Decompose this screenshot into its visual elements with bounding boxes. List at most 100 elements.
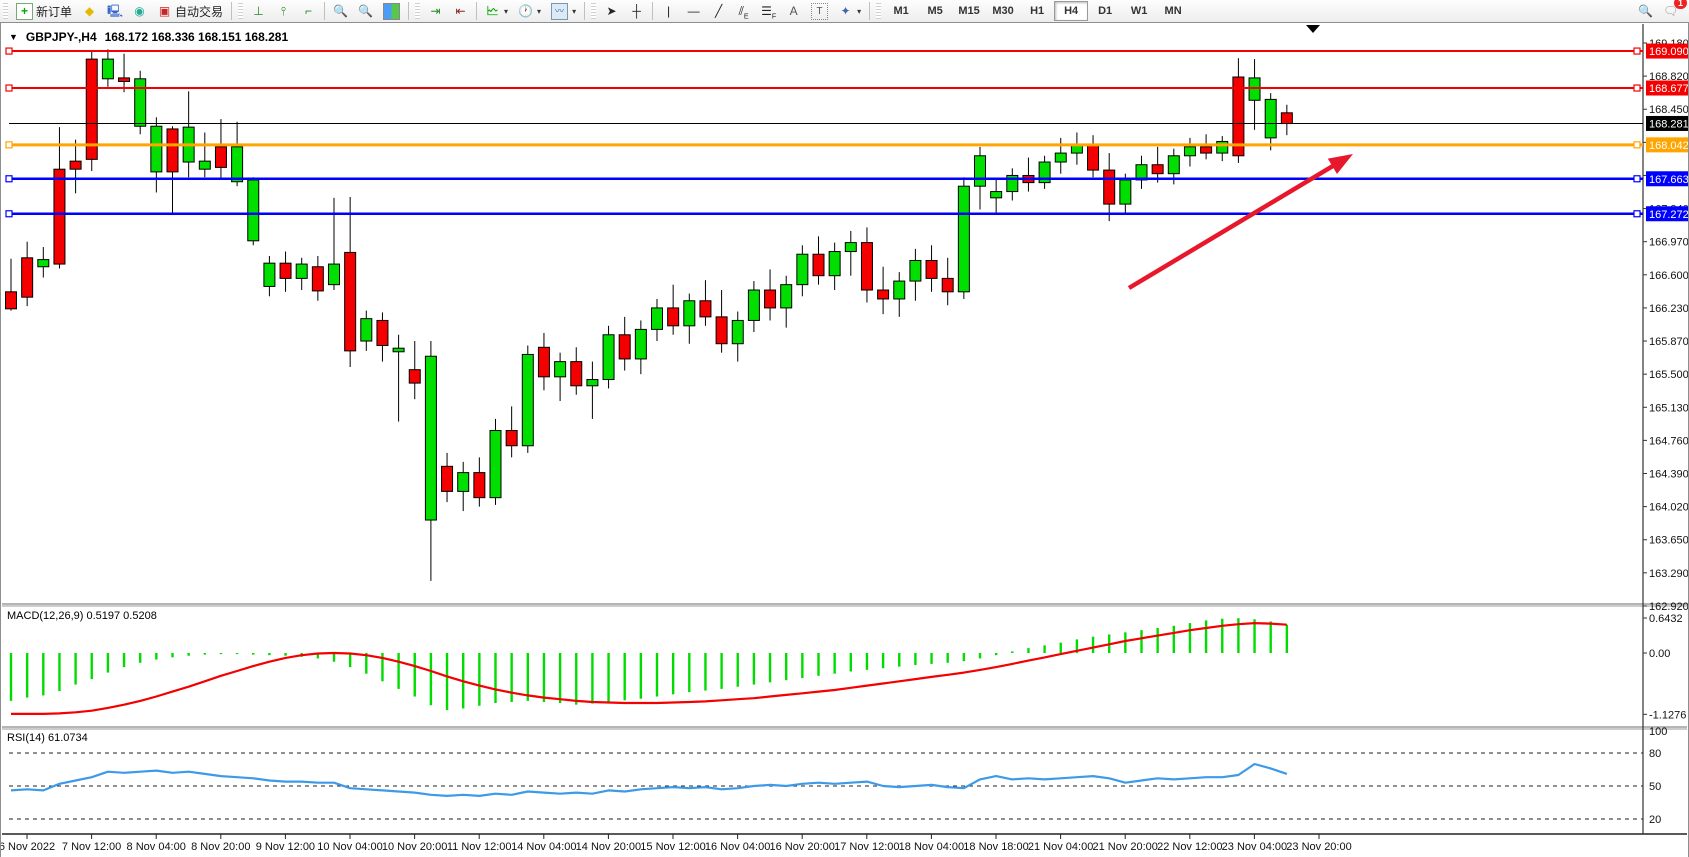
candle-bearish: [1200, 146, 1213, 154]
templates-button[interactable]: 〰 ▾: [546, 0, 581, 22]
candle-bearish: [570, 361, 583, 387]
market-watch-button[interactable]: ◉: [127, 0, 152, 22]
candle-bearish: [473, 472, 486, 499]
candle-bullish: [909, 259, 922, 282]
crosshair-button[interactable]: ┼: [624, 0, 649, 22]
hline-pivot[interactable]: [5, 141, 1643, 149]
svg-text:6 Nov 2022: 6 Nov 2022: [1, 841, 55, 853]
candle-bearish: [118, 77, 131, 82]
candle-bullish: [1264, 98, 1277, 139]
chart-surface[interactable]: 169.180168.820168.450168.080167.710167.3…: [1, 23, 1688, 857]
chart-shift-button[interactable]: ⇥: [423, 0, 448, 22]
crosshair-icon: ┼: [632, 3, 641, 18]
auto-trading-label: 自动交易: [175, 4, 224, 19]
candle-bearish: [21, 257, 34, 298]
svg-text:23 Nov 20:00: 23 Nov 20:00: [1286, 841, 1351, 853]
svg-text:50: 50: [1649, 781, 1661, 793]
chart-shift-marker[interactable]: [1306, 25, 1320, 33]
vertical-line-button[interactable]: |: [656, 0, 681, 22]
line-anchor[interactable]: [5, 210, 13, 218]
candlestick-chart-icon: ⫯: [280, 3, 287, 18]
toolbar-grip[interactable]: [3, 3, 8, 19]
line-chart-button[interactable]: ⌐: [296, 0, 321, 22]
tile-windows-icon: [383, 2, 401, 20]
new-order-button[interactable]: + 新订单: [11, 0, 77, 22]
line-anchor[interactable]: [5, 141, 13, 149]
timeframe-button-M15[interactable]: M15: [958, 5, 980, 17]
candle-bullish: [634, 328, 647, 360]
svg-text:100: 100: [1649, 726, 1667, 738]
label-tool-button[interactable]: T: [806, 0, 833, 22]
timeframe-button-D1[interactable]: D1: [1098, 5, 1113, 17]
chart-shift-icon: ⇥: [430, 3, 441, 18]
candlestick-chart-button[interactable]: ⫯: [271, 0, 296, 22]
trendline-button[interactable]: ╱: [706, 0, 731, 22]
fibonacci-button[interactable]: ☰F: [756, 0, 781, 22]
trend-arrow[interactable]: [1127, 154, 1353, 290]
zoom-out-button[interactable]: 🔍: [353, 0, 378, 22]
candle-bullish: [295, 263, 308, 279]
candle-bearish: [505, 430, 518, 447]
timeframe-button-MN[interactable]: MN: [1164, 5, 1182, 17]
market-watch-icon: ◉: [134, 3, 145, 18]
line-anchor[interactable]: [1633, 210, 1641, 218]
svg-text:168.450: 168.450: [1649, 104, 1688, 116]
candle-bearish: [214, 146, 227, 168]
timeframe-button-M5[interactable]: M5: [927, 5, 943, 17]
terminal-button[interactable]: 🖳: [102, 0, 127, 22]
svg-text:15 Nov 12:00: 15 Nov 12:00: [640, 841, 705, 853]
timeframe-button-M30[interactable]: M30: [992, 5, 1014, 17]
indicators-button[interactable]: 🗠 ▾: [480, 0, 513, 22]
candle-bullish: [328, 263, 340, 286]
svg-text:8 Nov 20:00: 8 Nov 20:00: [191, 841, 250, 853]
cursor-button[interactable]: ➤: [599, 0, 624, 22]
line-anchor[interactable]: [1633, 84, 1641, 92]
line-anchor[interactable]: [1633, 175, 1641, 183]
candle-bearish: [925, 259, 938, 279]
history-center-button[interactable]: ◆: [77, 0, 102, 22]
timeframe-button-M1[interactable]: M1: [893, 5, 909, 17]
svg-text:10 Nov 20:00: 10 Nov 20:00: [382, 841, 447, 853]
timeframe-button-H1[interactable]: H1: [1030, 5, 1045, 17]
svg-text:21 Nov 20:00: 21 Nov 20:00: [1092, 841, 1157, 853]
candle-bullish: [828, 251, 841, 277]
candle-bullish: [893, 280, 906, 300]
rsi-axis: 100 80 50 20: [9, 726, 1667, 826]
line-anchor[interactable]: [5, 84, 13, 92]
svg-text:168.820: 168.820: [1649, 71, 1688, 83]
candle-bullish: [731, 319, 744, 345]
timeframe-button-W1[interactable]: W1: [1130, 5, 1148, 17]
candle-bullish: [134, 78, 147, 127]
candle-bullish: [586, 379, 599, 387]
auto-scroll-button[interactable]: ⇤: [448, 0, 473, 22]
price-badge-168.677: 168.677: [1646, 80, 1688, 96]
shapes-button[interactable]: ✦ ▾: [833, 0, 866, 22]
timeframe-button-H4[interactable]: H4: [1054, 1, 1089, 21]
periods-button[interactable]: 🕐 ▾: [513, 0, 546, 22]
line-anchor[interactable]: [1633, 141, 1641, 149]
svg-text:80: 80: [1649, 748, 1661, 760]
line-anchor[interactable]: [1633, 47, 1641, 55]
hline-support-2[interactable]: [5, 210, 1643, 218]
candle-bearish: [860, 242, 873, 291]
channel-button[interactable]: ⫽E: [731, 0, 756, 22]
svg-text:0.6432: 0.6432: [1649, 613, 1683, 625]
auto-trading-button[interactable]: ▣ 自动交易: [152, 0, 228, 22]
hline-resistance-1[interactable]: [5, 47, 1643, 55]
new-order-icon: +: [16, 2, 33, 20]
bar-chart-button[interactable]: ⊥: [246, 0, 271, 22]
line-anchor[interactable]: [5, 47, 13, 55]
hline-support-1[interactable]: [5, 175, 1643, 183]
search-button[interactable]: 🔍: [1633, 0, 1658, 22]
tile-windows-button[interactable]: [378, 0, 405, 22]
line-anchor[interactable]: [5, 175, 13, 183]
notifications-button[interactable]: 🗨 1: [1658, 0, 1687, 22]
text-tool-button[interactable]: A: [781, 0, 806, 22]
expand-arrow-icon[interactable]: ▼: [9, 32, 18, 42]
zoom-in-button[interactable]: 🔍: [328, 0, 353, 22]
hline-resistance-2[interactable]: [5, 84, 1643, 92]
candle-bullish: [780, 284, 793, 309]
horizontal-line-button[interactable]: —: [681, 0, 706, 22]
candle-bullish: [457, 472, 470, 492]
